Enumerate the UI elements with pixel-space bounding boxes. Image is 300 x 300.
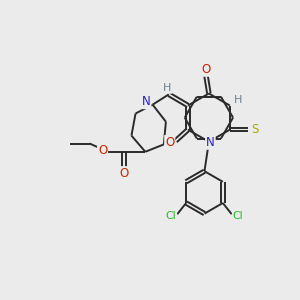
Text: H: H — [163, 83, 172, 93]
Text: N: N — [142, 95, 151, 108]
Text: Cl: Cl — [166, 211, 176, 221]
Text: H: H — [234, 95, 242, 105]
Text: S: S — [251, 123, 258, 136]
Text: O: O — [98, 144, 107, 158]
Text: O: O — [201, 63, 211, 76]
Text: O: O — [165, 136, 174, 149]
Text: N: N — [206, 136, 215, 149]
Text: O: O — [119, 167, 129, 180]
Text: Cl: Cl — [233, 211, 244, 221]
